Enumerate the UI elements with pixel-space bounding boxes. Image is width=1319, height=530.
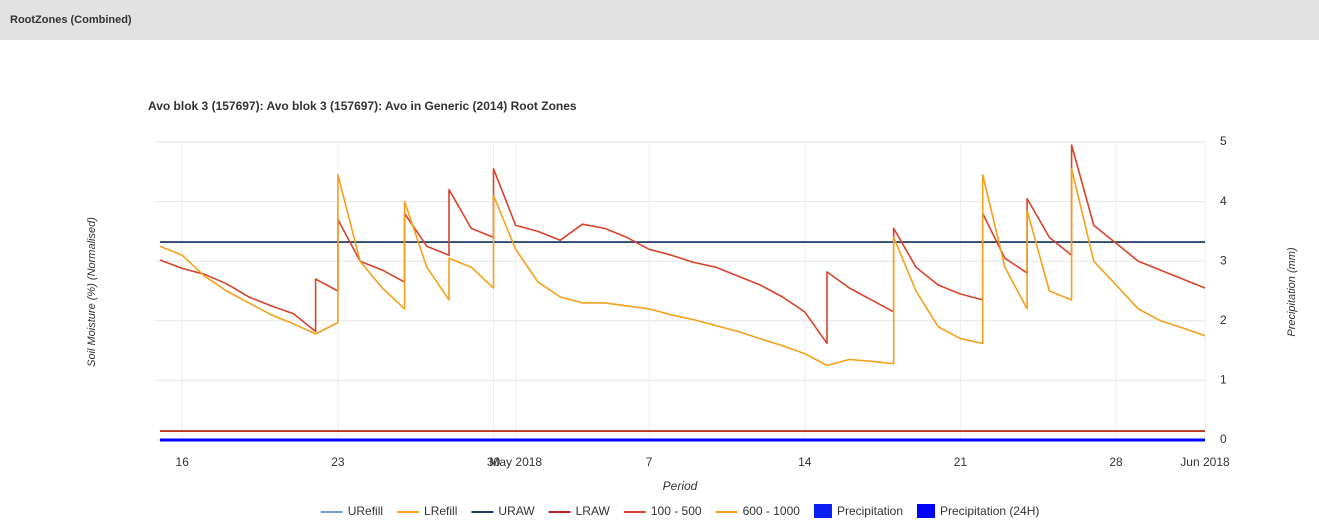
y-tick-label: 4 [1220,194,1227,208]
header-bar [0,0,1319,40]
x-tick-label: May 2018 [489,455,542,469]
legend-label: Precipitation (24H) [940,504,1039,518]
legend-label: 100 - 500 [651,504,702,518]
x-tick-label: 30 [487,455,501,469]
series-line [159,168,1206,367]
legend-label: URefill [348,504,383,518]
series-line [159,144,1206,345]
x-tick-label: 7 [646,455,653,469]
legend-label: LRefill [424,504,457,518]
legend: URefill LRefill URAW LRAW 100 - 500 600 - 100… [320,504,1039,518]
legend-label: LRAW [576,504,611,518]
header-title: RootZones (Combined) [10,14,132,26]
x-tick-label: 28 [1109,455,1123,469]
x-tick-label: Jun 2018 [1180,455,1230,469]
y-tick-label: 0 [1220,432,1227,446]
legend-swatch [917,504,936,518]
y-tick-label: 3 [1220,253,1227,267]
legend-label: 600 - 1000 [743,504,801,518]
chart-title: Avo blok 3 (157697): Avo blok 3 (157697)… [148,99,577,113]
legend-swatch [813,504,832,518]
x-tick-label: 16 [176,455,190,469]
x-tick-label: 14 [798,455,812,469]
legend-label: Precipitation [837,504,903,518]
x-tick-label: 23 [331,455,345,469]
x-axis-label: Period [663,479,698,493]
y-tick-label: 2 [1220,313,1227,327]
legend-label: URAW [498,504,535,518]
y-axis-label: Soil Moisture (%) (Normalised) [86,217,98,367]
y2-axis-label: Precipitation (mm) [1286,247,1298,337]
y-tick-label: 1 [1220,373,1227,387]
y-tick-label: 5 [1220,134,1227,148]
x-tick-label: 21 [954,455,968,469]
